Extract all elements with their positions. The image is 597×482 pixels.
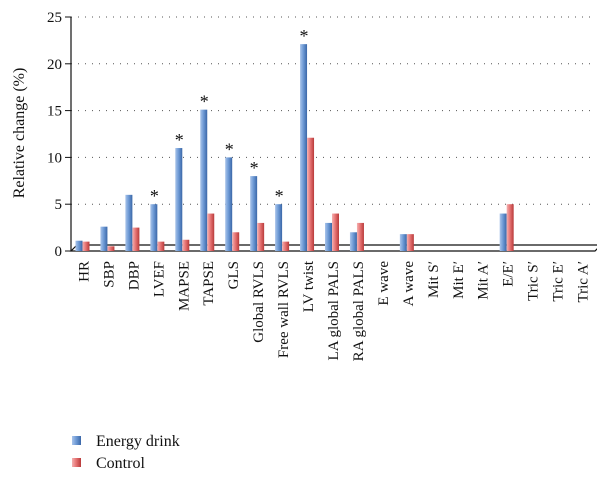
x-category-label: DBP	[126, 261, 142, 290]
bar-control	[406, 234, 414, 251]
bar-energy-drink	[499, 213, 507, 251]
x-category-label: LVEF	[151, 261, 167, 297]
significance-marker: *	[250, 158, 259, 178]
x-category-label: Mit S′	[426, 261, 442, 298]
y-tick-label: 10	[47, 150, 62, 166]
bar-energy-drink	[325, 222, 332, 251]
x-category-label: GLS	[226, 261, 242, 289]
significance-marker: *	[175, 130, 184, 150]
bars	[75, 44, 514, 252]
x-category-label: Global RVLS	[251, 261, 267, 343]
y-axis-title: Relative change (%)	[11, 68, 28, 199]
x-category-label: Free wall RVLS	[276, 261, 292, 358]
bar-control	[356, 222, 364, 251]
significance-marker: *	[225, 139, 234, 159]
bar-control	[182, 239, 190, 251]
significance-marker: *	[150, 186, 159, 206]
significance-marker: *	[200, 92, 209, 112]
bar-energy-drink	[100, 226, 108, 251]
x-category-label: RA global PALS	[351, 261, 367, 361]
bar-control	[307, 137, 315, 251]
bar-control	[82, 241, 90, 251]
bar-control	[332, 213, 339, 251]
x-category-label: LA global PALS	[326, 261, 342, 360]
x-category-label: A wave	[401, 261, 417, 307]
bar-energy-drink	[275, 204, 283, 251]
gridlines	[71, 16, 595, 205]
bar-energy-drink	[399, 234, 407, 251]
bar-control	[157, 241, 165, 251]
bar-energy-drink	[300, 44, 308, 252]
y-tick-label: 25	[47, 10, 62, 26]
x-category-label: Tric S′	[526, 261, 542, 301]
y-tick-label: 0	[55, 244, 63, 260]
x-category-label: SBP	[101, 261, 117, 288]
bar-control	[506, 204, 514, 251]
y-tick-label: 20	[47, 57, 62, 73]
bar-control	[207, 213, 215, 251]
bar-energy-drink	[349, 232, 357, 251]
bar-energy-drink	[225, 157, 233, 251]
legend-label-energy-drink: Energy drink	[96, 433, 180, 450]
x-category-label: Tric E′	[551, 261, 567, 302]
x-category-label: Mit E′	[451, 261, 467, 299]
y-tick-label: 15	[47, 104, 62, 120]
legend-swatch-energy-drink	[72, 436, 81, 445]
x-category-label: E/E′	[501, 261, 517, 287]
y-tick-label: 5	[55, 197, 63, 213]
bar-energy-drink	[75, 240, 83, 251]
x-category-label: E wave	[376, 261, 392, 306]
bar-energy-drink	[250, 176, 258, 251]
x-category-label: HR	[76, 261, 92, 282]
bar-energy-drink	[150, 204, 158, 251]
labels: 0 5 10 15 20 25 HR SBP DBP * LVEF * MAPSE * TAPSE * GLS *…	[47, 10, 592, 361]
x-category-label: LV twist	[301, 260, 317, 312]
legend: Energy drink Control	[72, 433, 180, 472]
x-category-label: MAPSE	[176, 261, 192, 311]
x-category-label: Tric A′	[576, 261, 592, 303]
significance-marker: *	[275, 186, 284, 206]
legend-swatch-control	[72, 458, 81, 467]
bar-energy-drink	[175, 148, 183, 251]
bar-control	[232, 232, 240, 251]
x-category-label: Mit A′	[476, 261, 492, 300]
x-category-label: TAPSE	[201, 261, 217, 306]
axes	[65, 16, 597, 252]
bar-control	[282, 241, 290, 251]
bar-energy-drink	[200, 109, 208, 251]
bar-control	[132, 227, 140, 251]
bar-energy-drink	[125, 194, 133, 251]
bar-control	[257, 222, 265, 251]
bar-control	[107, 246, 115, 251]
significance-marker: *	[300, 26, 309, 46]
legend-label-control: Control	[96, 455, 145, 472]
